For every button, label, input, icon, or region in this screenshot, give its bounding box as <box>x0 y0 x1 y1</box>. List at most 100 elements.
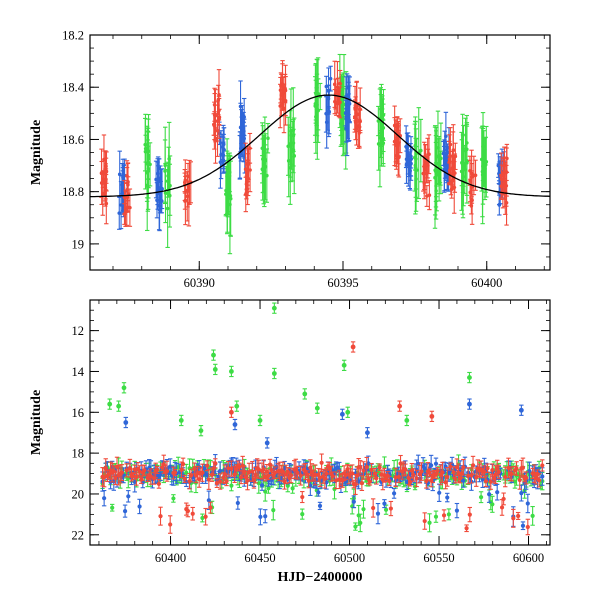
data-point <box>185 189 190 193</box>
data-point <box>520 465 526 470</box>
data-point <box>308 465 313 470</box>
data-point <box>468 168 472 173</box>
data-point <box>488 479 493 484</box>
data-point <box>350 344 356 350</box>
data-point <box>269 467 274 473</box>
data-point <box>232 422 238 427</box>
data-point <box>211 352 216 358</box>
data-point <box>185 508 191 514</box>
data-point <box>491 476 497 481</box>
data-point <box>184 470 189 475</box>
data-point <box>282 465 287 471</box>
data-point <box>338 81 342 86</box>
data-point <box>102 496 107 501</box>
data-point <box>248 168 252 172</box>
data-point <box>158 176 163 181</box>
data-point <box>341 362 347 368</box>
data-point <box>288 473 294 478</box>
data-point <box>499 184 504 189</box>
data-point <box>212 367 218 372</box>
data-point <box>356 479 361 484</box>
data-point <box>443 480 448 485</box>
data-point <box>205 472 210 478</box>
data-point <box>257 418 263 423</box>
data-point <box>244 175 249 180</box>
data-point <box>468 190 473 195</box>
data-point <box>158 514 163 519</box>
data-point <box>435 468 440 473</box>
data-point <box>343 111 348 115</box>
data-point <box>463 148 468 153</box>
data-point <box>264 440 270 446</box>
data-point <box>142 468 147 473</box>
x-tick-label: 60600 <box>513 551 544 565</box>
data-point <box>367 479 373 484</box>
data-point <box>235 500 240 506</box>
data-point <box>496 163 501 168</box>
data-point <box>290 486 295 491</box>
data-point <box>437 490 442 495</box>
data-point <box>314 91 318 96</box>
y-tick-label: 19 <box>72 237 85 251</box>
data-point <box>155 198 159 203</box>
data-point <box>496 469 501 475</box>
data-point <box>203 514 208 519</box>
data-point <box>536 478 542 483</box>
data-point <box>266 136 270 141</box>
data-point <box>261 467 266 472</box>
data-point <box>478 495 484 500</box>
y-tick-label: 18.6 <box>62 133 84 147</box>
bottom-data-layer <box>100 302 545 536</box>
data-point <box>413 166 418 170</box>
data-point <box>447 157 452 161</box>
data-point <box>433 461 439 466</box>
data-point <box>104 201 109 206</box>
data-point <box>419 469 424 474</box>
data-point <box>480 169 485 174</box>
data-point <box>107 401 113 407</box>
data-point <box>213 126 217 130</box>
data-point <box>434 169 438 174</box>
data-point <box>374 476 379 481</box>
data-point <box>453 476 458 482</box>
data-point <box>511 516 516 521</box>
data-point <box>247 469 252 475</box>
data-point <box>180 461 186 467</box>
y-tick-label: 20 <box>72 487 85 501</box>
data-point <box>265 173 269 178</box>
data-point <box>490 467 495 473</box>
data-point <box>439 156 443 161</box>
x-tick-label: 60450 <box>244 551 275 565</box>
data-point <box>243 475 248 480</box>
data-point <box>316 490 321 495</box>
data-point <box>337 101 341 106</box>
data-point <box>357 131 362 135</box>
data-point <box>272 470 277 475</box>
data-point <box>392 139 397 144</box>
data-point <box>285 483 290 488</box>
data-point <box>503 180 507 185</box>
data-point <box>334 100 339 105</box>
data-point <box>379 123 384 127</box>
data-point <box>451 148 456 152</box>
data-point <box>427 520 432 525</box>
data-point <box>433 514 439 519</box>
data-point <box>195 471 200 476</box>
data-point <box>330 474 335 479</box>
data-point <box>345 93 349 98</box>
y-axis-label: Magnitude <box>29 120 44 185</box>
data-point <box>467 375 472 380</box>
data-point <box>206 477 211 482</box>
data-point <box>295 470 300 475</box>
data-point <box>495 465 500 471</box>
data-point <box>473 173 478 178</box>
data-point <box>168 183 172 188</box>
data-point <box>229 466 234 471</box>
x-tick-label: 60400 <box>155 551 186 565</box>
data-point <box>308 483 313 488</box>
data-point <box>218 160 223 164</box>
data-point <box>396 140 401 145</box>
data-point <box>258 514 263 519</box>
data-point <box>423 167 427 171</box>
data-point <box>502 162 507 167</box>
